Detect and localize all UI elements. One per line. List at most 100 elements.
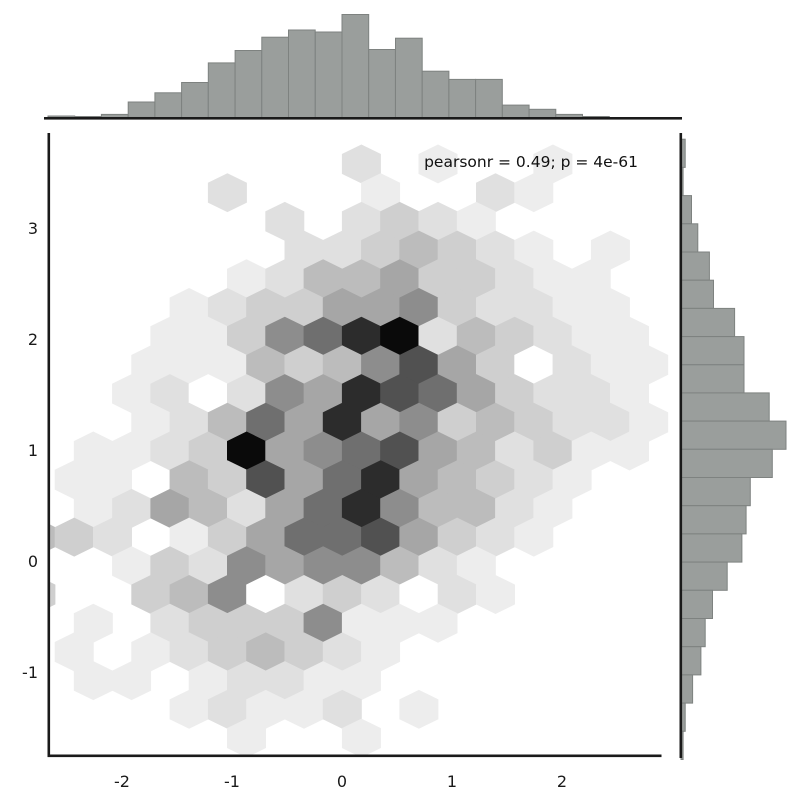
hex-cell xyxy=(476,230,515,270)
hex-cell xyxy=(341,431,381,471)
hex-cell xyxy=(552,460,592,500)
hex-cell xyxy=(246,689,286,729)
hex-cell xyxy=(456,374,496,414)
hex-cell xyxy=(207,517,247,557)
right-hist-bar xyxy=(680,448,773,478)
hex-cell xyxy=(227,661,266,701)
hex-cell xyxy=(418,316,458,356)
right-hist-bar xyxy=(680,646,702,676)
hex-cell xyxy=(112,546,152,586)
hex-cell xyxy=(341,603,381,643)
top-hist-bar xyxy=(395,37,423,119)
hex-cell xyxy=(399,517,439,557)
hex-cell xyxy=(418,546,458,586)
hex-cell xyxy=(456,259,496,299)
hex-cell xyxy=(112,431,152,471)
hex-cell xyxy=(552,345,592,385)
hex-cell xyxy=(399,230,439,270)
hex-cell xyxy=(476,517,515,557)
hex-cell xyxy=(514,460,554,500)
hex-cell xyxy=(131,402,171,442)
hex-cell xyxy=(418,259,458,299)
top-hist-bar xyxy=(341,14,370,118)
hex-cell xyxy=(188,488,228,528)
hex-cell xyxy=(131,345,171,385)
hex-cell xyxy=(150,488,190,528)
hex-cell xyxy=(303,488,343,528)
hex-cell xyxy=(322,517,362,557)
hex-cell xyxy=(514,402,554,442)
hex-cell xyxy=(265,374,305,414)
hex-cell xyxy=(418,144,458,184)
hex-cell xyxy=(361,632,401,672)
hex-cell xyxy=(399,460,439,500)
hex-cell xyxy=(207,173,247,213)
hex-cell xyxy=(150,316,190,356)
hex-cell xyxy=(169,575,209,614)
hex-cell xyxy=(552,288,592,327)
hex-cell xyxy=(284,345,324,385)
top-hist-baseline xyxy=(44,117,682,120)
hex-cell xyxy=(418,488,458,528)
hex-cell xyxy=(418,201,458,241)
hex-cell xyxy=(476,288,515,327)
y-axis-spine xyxy=(47,133,51,756)
hex-cell xyxy=(54,517,94,557)
hex-cell xyxy=(361,173,401,213)
hex-cell xyxy=(303,603,343,643)
hex-cell xyxy=(284,402,324,442)
hex-cell xyxy=(361,575,401,614)
hex-cell xyxy=(456,431,496,471)
hex-cell xyxy=(322,460,362,500)
right-hist-bar xyxy=(680,505,747,535)
hex-cell xyxy=(533,431,573,471)
hex-cell xyxy=(284,288,324,327)
hex-cell xyxy=(322,402,362,442)
hex-cell xyxy=(73,603,113,643)
top-hist-bar xyxy=(288,29,316,118)
hex-cell xyxy=(265,259,305,299)
hex-cell xyxy=(169,345,209,385)
hex-cell xyxy=(54,632,94,672)
hex-cell xyxy=(284,632,324,672)
top-hist-bar xyxy=(448,78,477,118)
right-hist-spine xyxy=(679,133,683,758)
x-tick-label: 1 xyxy=(447,772,457,791)
hex-cell xyxy=(322,230,362,270)
hex-cell xyxy=(246,460,286,500)
hex-cell xyxy=(437,345,477,385)
hex-cell xyxy=(399,345,439,385)
hex-cell xyxy=(265,316,305,356)
hex-cell xyxy=(514,288,554,327)
hex-cell xyxy=(341,488,381,528)
hex-cell xyxy=(303,316,343,356)
hex-cell xyxy=(131,632,171,672)
hex-cell xyxy=(150,374,190,414)
y-tick-label: 2 xyxy=(28,330,38,349)
hex-cell xyxy=(361,517,401,557)
hex-cell xyxy=(246,575,286,614)
hex-cell xyxy=(590,345,630,385)
hex-cell xyxy=(380,603,420,643)
hex-cell xyxy=(227,603,266,643)
hex-cell xyxy=(437,288,477,327)
hex-cell xyxy=(169,689,209,729)
hex-cell xyxy=(476,460,515,500)
hex-cell xyxy=(533,144,573,184)
hex-cell xyxy=(341,316,381,356)
hex-cell xyxy=(284,460,324,500)
hex-cell xyxy=(150,603,190,643)
hex-cell xyxy=(437,517,477,557)
hex-cell xyxy=(399,575,439,614)
hex-cell xyxy=(590,230,630,270)
hex-cell xyxy=(227,374,266,414)
hex-cell xyxy=(495,316,535,356)
hex-cell xyxy=(169,517,209,557)
right-histogram xyxy=(680,138,787,760)
hex-cell xyxy=(150,546,190,586)
hex-cell xyxy=(131,575,171,614)
hex-cell xyxy=(533,374,573,414)
hex-cell xyxy=(150,431,190,471)
hex-cell xyxy=(188,661,228,701)
hex-cell xyxy=(590,402,630,442)
